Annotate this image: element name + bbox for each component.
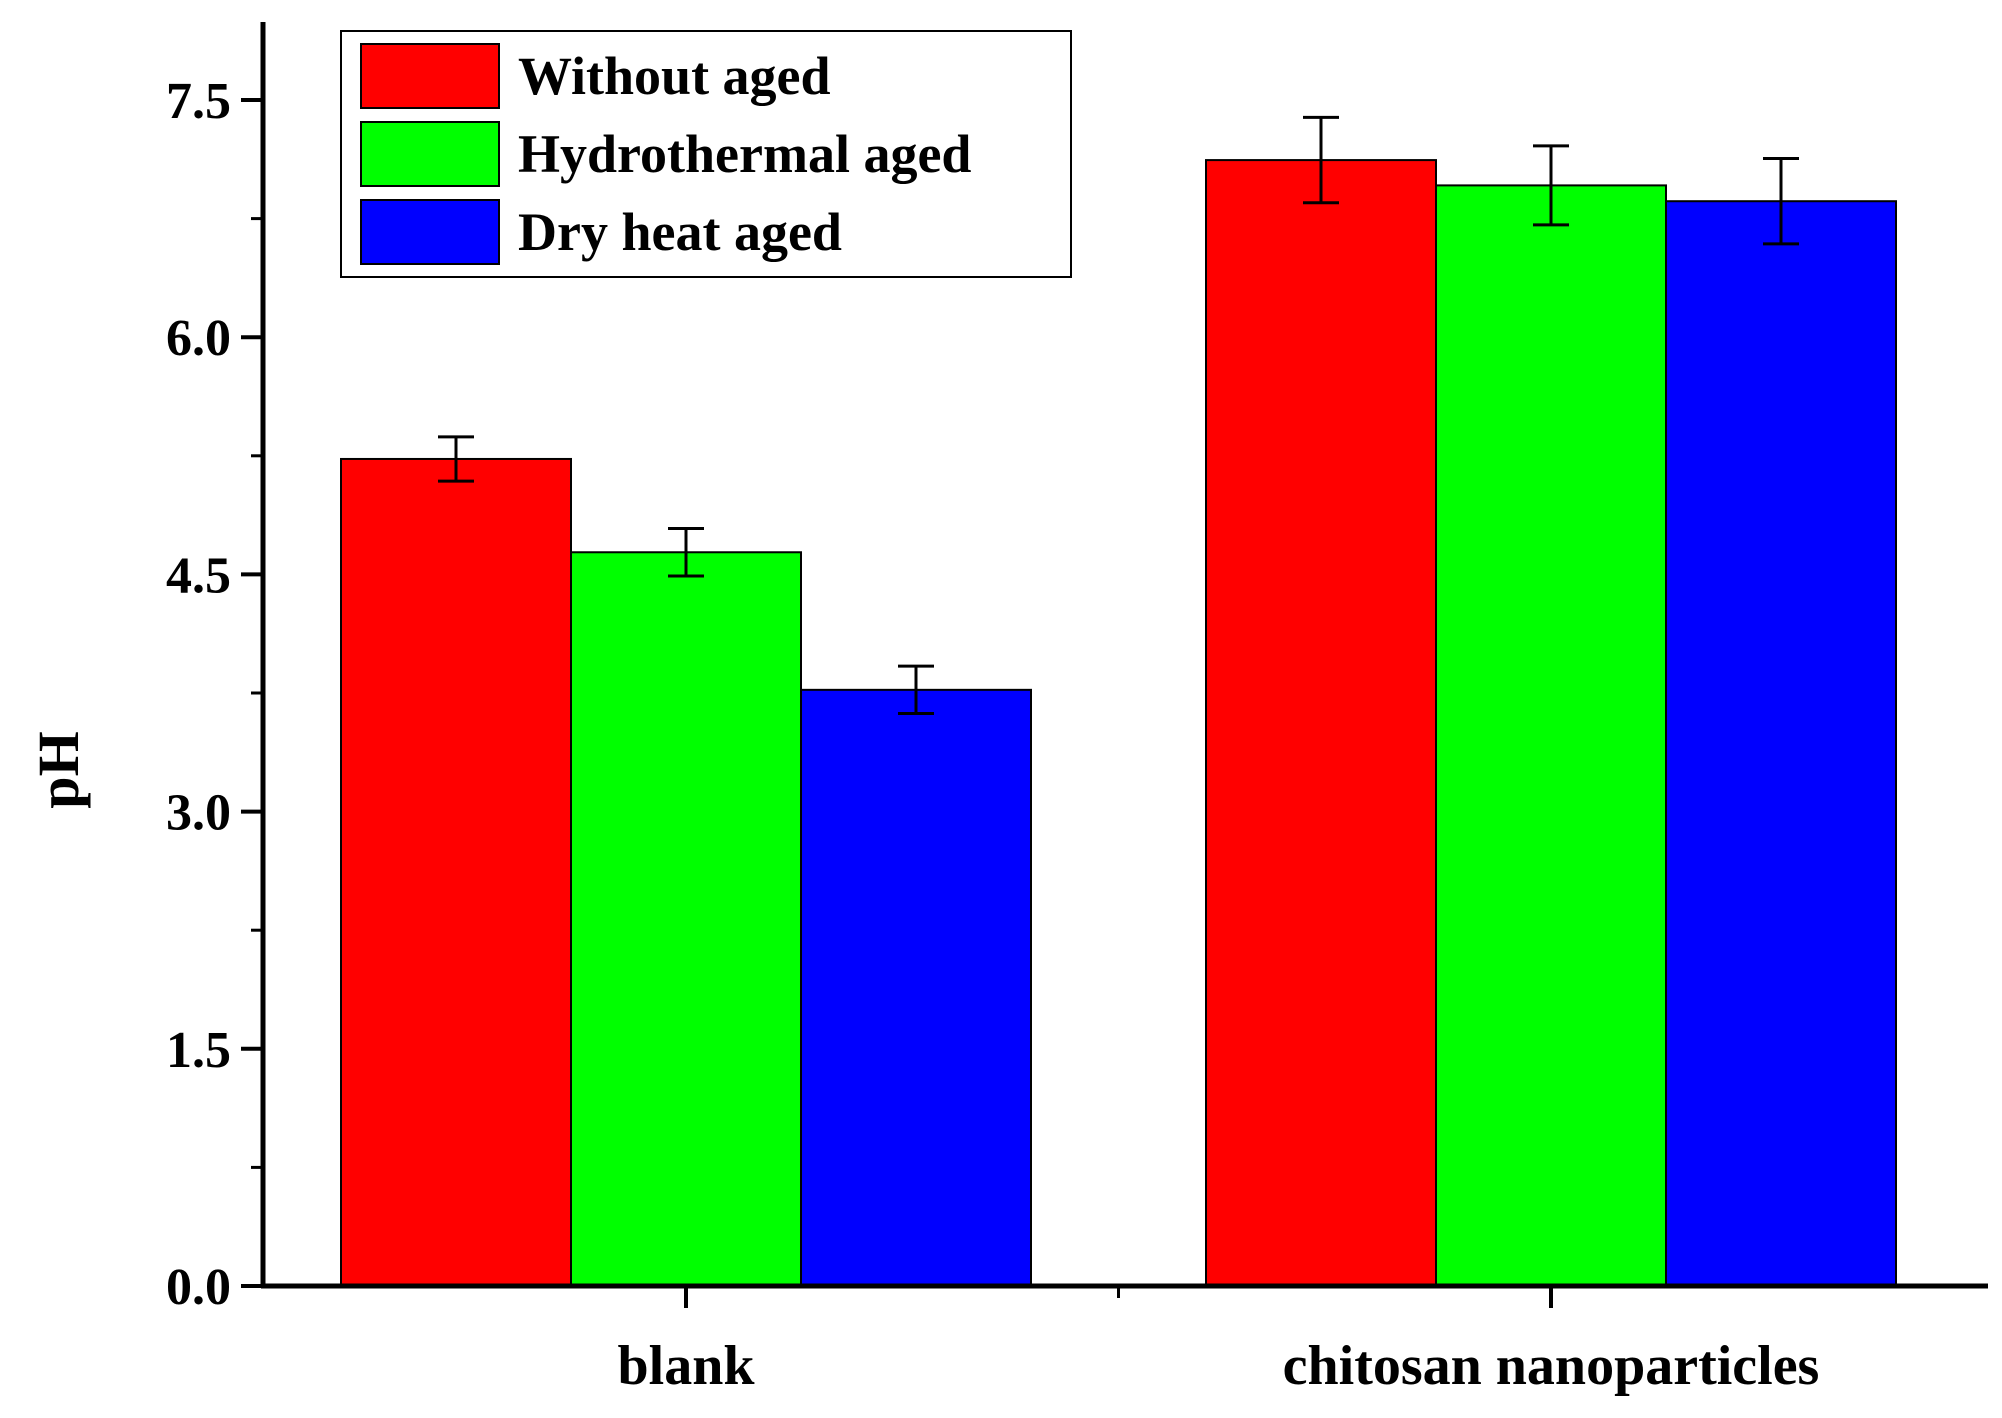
y-tick-label: 4.5 [166, 547, 231, 604]
x-tick-label: blank [618, 1335, 756, 1397]
y-ticks-layer: 0.0 1.5 3.0 4.5 6.0 7.5 [166, 73, 263, 1316]
x-tick-label: chitosan nanoparticles [1283, 1335, 1820, 1397]
y-tick-label: 1.5 [166, 1022, 231, 1079]
legend-label: Without aged [518, 46, 831, 106]
bar [1205, 159, 1437, 1287]
legend-swatch [360, 121, 500, 187]
legend-label: Hydrothermal aged [518, 124, 971, 184]
legend: Without aged Hydrothermal aged Dry heat ag… [340, 30, 1072, 278]
y-axis-label: pH [26, 731, 91, 808]
legend-label: Dry heat aged [518, 202, 842, 262]
bar [340, 457, 572, 1288]
bar [1665, 200, 1897, 1288]
bar [1435, 184, 1667, 1288]
error-bars-layer [438, 115, 1799, 716]
y-tick-label: 3.0 [166, 785, 231, 842]
x-ticks-layer: blank chitosan nanoparticles [618, 1286, 1820, 1397]
y-tick-label: 6.0 [166, 310, 231, 367]
legend-swatch [360, 199, 500, 265]
bar [570, 551, 802, 1287]
legend-swatch [360, 43, 500, 109]
y-tick-label: 7.5 [166, 73, 231, 130]
y-tick-label: 0.0 [166, 1259, 231, 1316]
axes-layer [260, 22, 1988, 1289]
bar [800, 688, 1032, 1287]
bars-layer [340, 159, 1897, 1288]
